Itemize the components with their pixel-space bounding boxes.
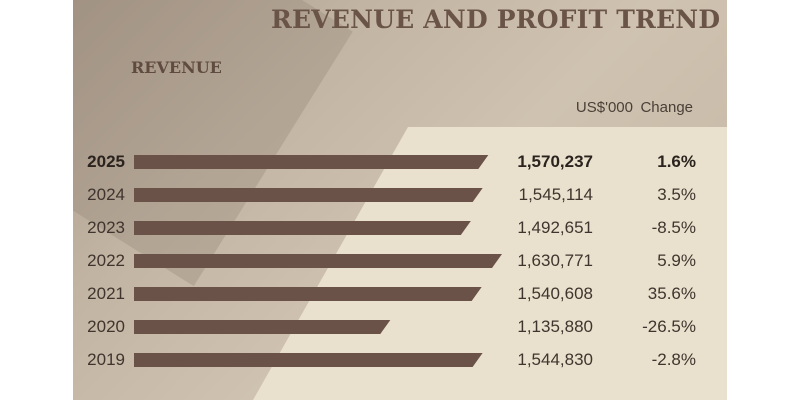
bar-2019 <box>134 353 483 367</box>
bar-2020 <box>134 320 391 334</box>
year-label: 2025 <box>87 152 125 171</box>
change-value: -8.5% <box>651 218 696 237</box>
change-value: 35.6% <box>647 284 696 303</box>
chart-title: REVENUE AND PROFIT TREND <box>271 5 721 34</box>
bar-2025 <box>134 155 489 169</box>
bar-2021 <box>134 287 482 301</box>
year-label: 2023 <box>87 218 125 237</box>
change-value: 3.5% <box>657 185 696 204</box>
change-value: 5.9% <box>657 251 696 270</box>
revenue-value: 1,544,830 <box>517 350 593 369</box>
revenue-value: 1,545,114 <box>518 185 593 204</box>
section-subtitle: REVENUE <box>131 58 222 77</box>
revenue-value: 1,135,880 <box>517 317 593 336</box>
year-label: 2022 <box>87 251 125 270</box>
year-label: 2019 <box>87 350 125 369</box>
year-label: 2021 <box>87 284 125 303</box>
change-value: -26.5% <box>642 317 696 336</box>
bar-2023 <box>134 221 471 235</box>
revenue-value: 1,540,608 <box>517 284 593 303</box>
change-value: -2.8% <box>651 350 696 369</box>
bar-2022 <box>134 254 502 268</box>
bar-chart <box>134 155 502 367</box>
column-header-value: US$'000 <box>575 99 633 116</box>
chart-panel: REVENUE AND PROFIT TREND REVENUE US$'000… <box>73 0 727 400</box>
column-header-change: Change <box>640 99 693 116</box>
year-label: 2020 <box>87 317 125 336</box>
revenue-value: 1,570,237 <box>517 152 593 171</box>
bar-2024 <box>134 188 483 202</box>
year-label: 2024 <box>87 185 125 204</box>
change-value: 1.6% <box>657 152 696 171</box>
revenue-value: 1,630,771 <box>517 251 593 270</box>
revenue-value: 1,492,651 <box>517 218 593 237</box>
